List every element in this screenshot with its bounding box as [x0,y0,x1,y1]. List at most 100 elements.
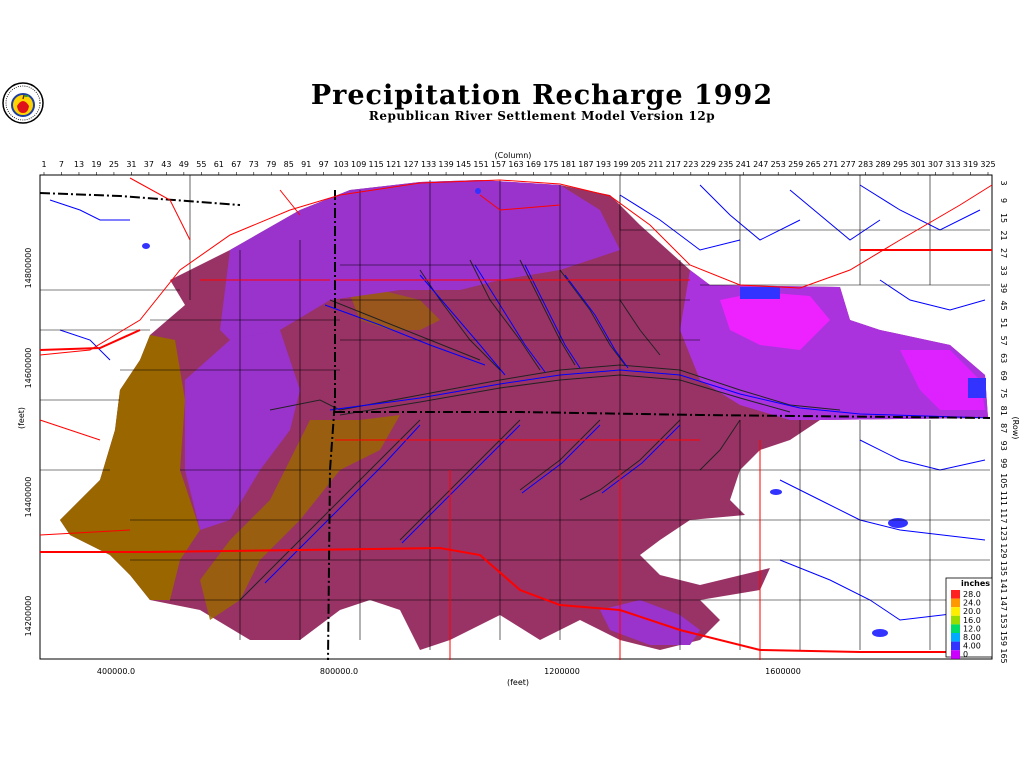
column-tick-label: 151 [473,160,488,169]
row-tick-label: 39 [999,283,1008,293]
legend-label: 4.00 [963,642,981,651]
column-tick-label: 229 [701,160,716,169]
column-tick-label: 187 [578,160,593,169]
x-feet-tick: 400000.0 [97,667,135,676]
column-tick-label: 49 [179,160,189,169]
row-tick-label: 69 [999,371,1008,381]
west-low-recharge-zone [60,335,200,600]
row-tick-label: 105 [999,473,1008,488]
column-tick-label: 271 [823,160,838,169]
column-tick-label: 157 [491,160,506,169]
column-tick-label: 79 [266,160,276,169]
lake-3 [872,629,888,637]
row-tick-label: 87 [999,423,1008,433]
column-tick-label: 121 [386,160,401,169]
row-tick-label: 45 [999,301,1008,311]
row-tick-label: 111 [999,491,1008,506]
legend-label: 8.00 [963,633,981,642]
row-tick-label: 159 [999,631,1008,646]
column-tick-label: 73 [249,160,259,169]
state-boundaries [39,190,991,661]
row-tick-label: 15 [999,213,1008,223]
x-feet-tick: 800000.0 [320,667,358,676]
column-tick-label: 211 [648,160,663,169]
row-tick-label: 141 [999,578,1008,593]
column-tick-label: 133 [421,160,436,169]
row-tick-label: 27 [999,248,1008,258]
legend-swatch [951,650,960,659]
x-feet-tick: 1200000 [544,667,580,676]
column-axis: (Column) 1 7 13 19 25 31 37 43 49 55 61 67 73 79 85 91 9… [41,151,996,175]
row-axis: 3915212733394551576369758187939910511111… [999,180,1020,663]
column-tick-label: 181 [561,160,576,169]
column-tick-label: 259 [788,160,803,169]
legend-swatch [951,641,960,651]
column-tick-label: 199 [613,160,628,169]
row-tick-label: 93 [999,441,1008,451]
row-tick-label: 99 [999,458,1008,468]
column-tick-label: 109 [351,160,366,169]
map-title: Precipitation Recharge 1992 [310,80,774,111]
column-tick-label: 253 [771,160,786,169]
row-tick-label: 57 [999,336,1008,346]
central-purple-zone [185,330,300,530]
column-tick-label: 19 [91,160,101,169]
legend-label: 12.0 [963,624,981,633]
lake-2 [888,518,908,528]
row-tick-label: 129 [999,543,1008,558]
row-tick-label: 9 [999,198,1008,203]
legend-swatch [951,624,960,633]
row-tick-label: 33 [999,265,1008,275]
y-feet-tick: 14200000 [24,596,33,637]
legend-label: 20.0 [963,607,981,616]
x-feet-tick: 1600000 [765,667,801,676]
column-tick-label: 295 [893,160,908,169]
y-feet-tick: 14400000 [24,477,33,518]
column-tick-label: 31 [126,160,136,169]
column-tick-label: 7 [59,160,64,169]
legend-title: inches [961,579,990,588]
column-tick-label: 61 [214,160,224,169]
column-tick-label: 223 [683,160,698,169]
column-axis-label: (Column) [495,151,532,160]
column-tick-label: 13 [74,160,84,169]
legend-swatch [951,615,960,625]
row-tick-label: 3 [999,180,1008,185]
column-tick-label: 163 [508,160,523,169]
column-tick-label: 307 [928,160,943,169]
column-tick-label: 241 [736,160,751,169]
column-tick-label: 103 [334,160,349,169]
column-tick-label: 145 [456,160,471,169]
y-feet-tick: 14800000 [24,248,33,289]
legend-label: 0 [963,650,968,659]
column-tick-label: 85 [284,160,294,169]
column-tick-label: 325 [980,160,995,169]
lake-4 [770,489,782,495]
row-tick-label: 147 [999,596,1008,611]
highways [39,177,993,660]
legend-label: 16.0 [963,616,981,625]
reservoir-2 [968,378,986,398]
column-tick-label: 91 [301,160,311,169]
column-tick-label: 247 [753,160,768,169]
left-axis-label: (feet) [17,407,26,429]
column-tick-label: 115 [369,160,384,169]
row-tick-label: 75 [999,388,1008,398]
column-tick-label: 175 [543,160,558,169]
legend-swatch [951,607,960,616]
column-tick-label: 97 [319,160,329,169]
legend-swatch [951,590,960,599]
row-tick-label: 135 [999,561,1008,576]
column-tick-label: 313 [945,160,960,169]
legend-swatch [951,598,960,608]
column-tick-label: 1 [41,160,46,169]
row-tick-label: 165 [999,648,1008,663]
column-tick-label: 301 [910,160,925,169]
column-tick-label: 277 [841,160,856,169]
left-feet-axis: (feet) 14800000 14600000 14400000 142000… [17,248,33,637]
row-tick-label: 123 [999,526,1008,541]
column-tick-label: 37 [144,160,154,169]
column-tick-label: 265 [806,160,821,169]
column-tick-label: 55 [196,160,206,169]
